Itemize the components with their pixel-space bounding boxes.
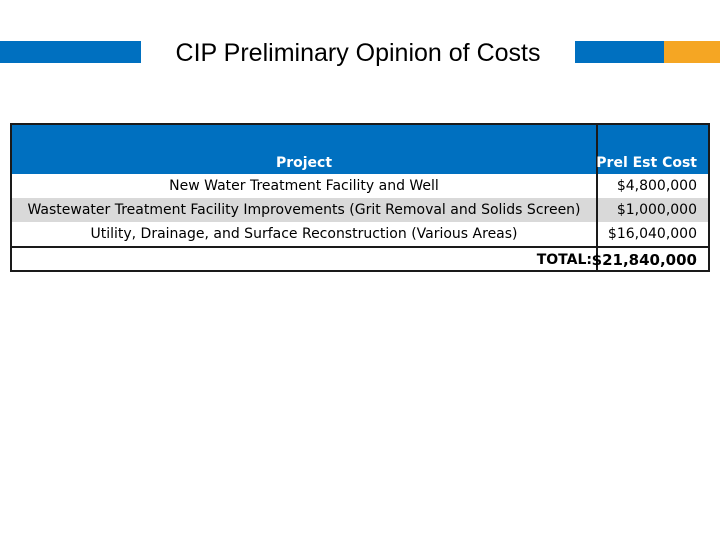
slide-title: CIP Preliminary Opinion of Costs xyxy=(175,39,541,67)
total-label: TOTAL: xyxy=(536,252,592,268)
cost-cell: $16,040,000 xyxy=(596,222,708,246)
cost-cell: $4,800,000 xyxy=(596,174,708,198)
decorative-bar-right-blue xyxy=(575,41,664,63)
header-project: Project xyxy=(275,155,333,171)
project-cell: Wastewater Treatment Facility Improvemen… xyxy=(27,202,581,218)
total-value: $21,840,000 xyxy=(592,248,708,272)
cost-cell: $1,000,000 xyxy=(596,198,708,222)
table-row: New Water Treatment Facility and Well $4… xyxy=(12,174,708,198)
cost-table: Project Prel Est Cost New Water Treatmen… xyxy=(10,123,710,272)
decorative-bar-right-gold xyxy=(664,41,720,63)
table-total-row: TOTAL: $21,840,000 xyxy=(12,246,708,272)
table-row: Wastewater Treatment Facility Improvemen… xyxy=(12,198,708,222)
header-prel-est-cost: Prel Est Cost xyxy=(596,125,708,174)
table-row: Utility, Drainage, and Surface Reconstru… xyxy=(12,222,708,246)
table-header-row: Project Prel Est Cost xyxy=(12,125,708,174)
project-cell: Utility, Drainage, and Surface Reconstru… xyxy=(90,226,518,242)
project-cell: New Water Treatment Facility and Well xyxy=(169,178,439,194)
decorative-bar-left xyxy=(0,41,141,63)
